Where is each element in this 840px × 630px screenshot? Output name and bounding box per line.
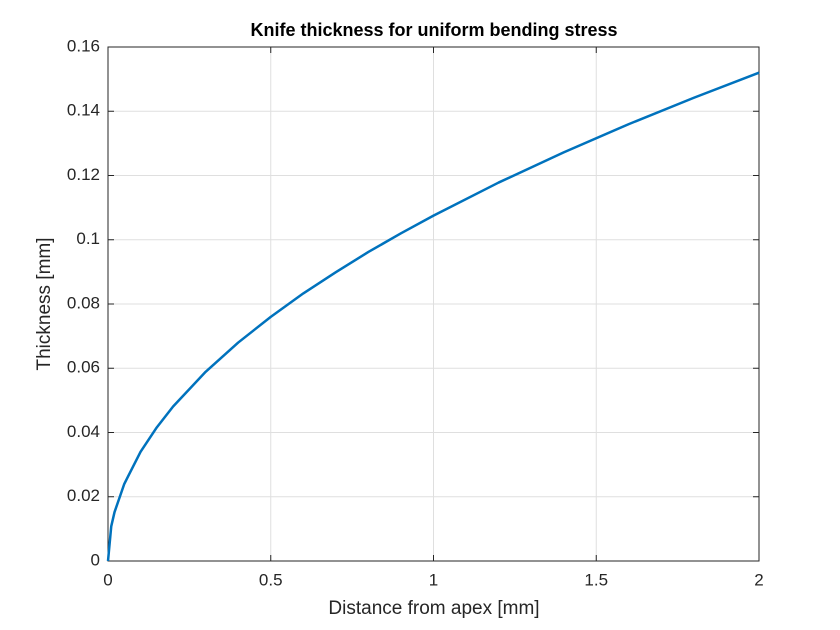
x-axis-label: Distance from apex [mm] [328, 598, 539, 619]
y-tick-label: 0.14 [67, 101, 100, 120]
y-tick-label: 0.06 [67, 358, 100, 377]
y-tick-label: 0.02 [67, 486, 100, 505]
y-tick-label: 0.04 [67, 422, 100, 441]
y-tick-label: 0.12 [67, 165, 100, 184]
x-tick-label: 1.5 [584, 570, 608, 589]
y-tick-label: 0.1 [76, 229, 100, 248]
data-line [106, 71, 760, 562]
x-tick-label: 0 [103, 570, 112, 589]
x-tick-label: 1 [429, 570, 438, 589]
axes-box [107, 46, 760, 562]
y-axis-label: Thickness [mm] [34, 237, 55, 370]
x-tick-label: 2 [754, 570, 763, 589]
y-tick-label: 0.08 [67, 293, 100, 312]
chart-title: Knife thickness for uniform bending stre… [250, 20, 617, 40]
y-tick-label: 0 [91, 550, 100, 569]
x-tick-label: 0.5 [259, 570, 283, 589]
y-tick-label: 0.16 [67, 36, 100, 55]
